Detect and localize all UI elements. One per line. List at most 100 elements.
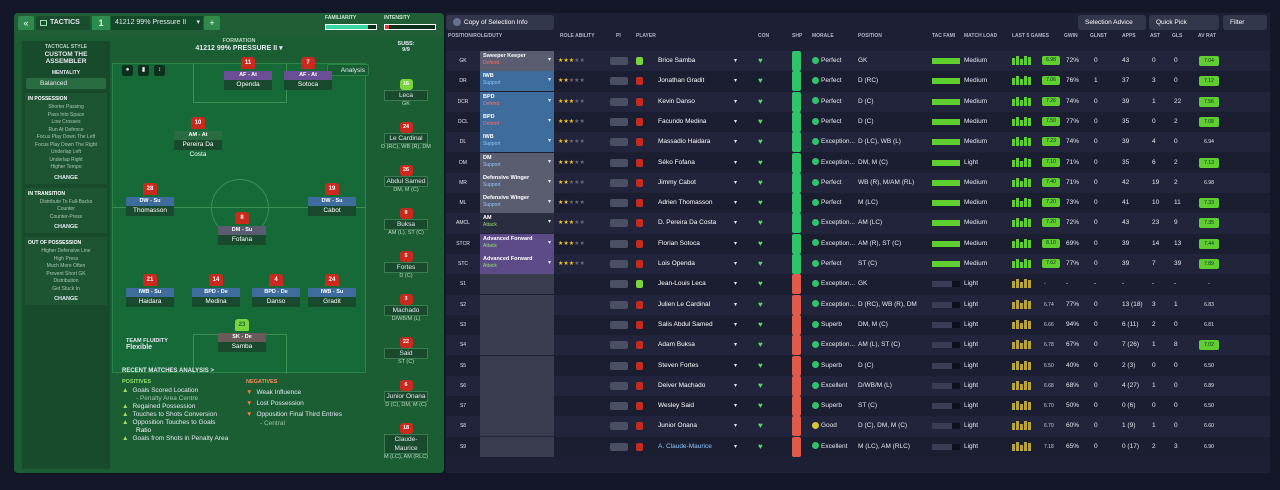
chevron-down-icon[interactable]: ▾ <box>734 58 738 64</box>
player-instructions-icon[interactable] <box>610 199 628 208</box>
player-role[interactable]: BPD - De <box>192 288 240 297</box>
column-header[interactable]: PI <box>616 33 621 39</box>
analysis-title[interactable]: RECENT MATCHES ANALYSIS > <box>122 368 214 374</box>
player-shirt[interactable]: 21 <box>143 274 157 286</box>
column-header[interactable]: LAST 5 GAMES <box>1012 33 1049 39</box>
change-button[interactable]: CHANGE <box>54 224 78 230</box>
player-name[interactable]: Kevin Danso <box>658 97 695 105</box>
player-instructions-icon[interactable] <box>610 219 628 228</box>
sub-player[interactable]: 18 Claude-Maurice M (LC), AM (RLC) <box>370 423 442 460</box>
player-name[interactable]: Jonathan Gradit <box>658 77 705 85</box>
player-role[interactable]: AF - At <box>284 71 332 80</box>
player-role[interactable]: AM - At <box>174 131 222 140</box>
player-role[interactable]: DM - Su <box>218 226 266 235</box>
player-view-icon[interactable]: ● <box>122 65 133 76</box>
role-dropdown[interactable]: IWB Support ▾ <box>480 71 554 92</box>
table-row[interactable]: S2 Julien Le Cardinal ▾ ♥ Exception... D (RC)… <box>446 294 1270 315</box>
role-dropdown[interactable]: Advanced Forward Attack ▾ <box>480 254 554 274</box>
sub-player[interactable]: 24 Le Cardinal D (RC), WB (R), DM <box>370 122 442 150</box>
table-row[interactable]: DCL BPD Defend ▾ ★★★★★ Facundo Medina ▾ ♥ Perfec… <box>446 111 1270 133</box>
player-shirt[interactable]: 4 <box>269 274 283 286</box>
player-name[interactable]: Brice Samba <box>658 57 696 64</box>
player-shirt[interactable]: 19 <box>325 183 339 195</box>
chevron-down-icon[interactable]: ▾ <box>734 261 738 267</box>
chevron-down-icon[interactable]: ▾ <box>734 281 738 288</box>
table-row[interactable]: DL IWB Support ▾ ★★★★★ Massadio Haidara ▾ ♥ Exce… <box>446 132 1270 153</box>
player-shirt[interactable]: 14 <box>209 274 223 286</box>
sub-player[interactable]: 3 Machado D/WB/M (L) <box>370 294 442 322</box>
column-header[interactable]: GLS <box>1172 33 1183 39</box>
change-button[interactable]: CHANGE <box>54 296 78 302</box>
player-name-dropdown[interactable]: Cabot <box>308 206 356 216</box>
player-role[interactable]: SK - De <box>218 333 266 342</box>
player-shirt[interactable]: 7 <box>301 57 315 69</box>
sub-player[interactable]: 26 Abdul Samed DM, M (C) <box>370 165 442 193</box>
player-name-dropdown[interactable]: Openda <box>224 80 272 90</box>
player-instructions-icon[interactable] <box>610 158 628 167</box>
add-tactic-button[interactable]: + <box>204 16 220 30</box>
player-name[interactable]: A. Claude-Maurice <box>658 442 712 450</box>
player-name[interactable]: Adrien Thomasson <box>658 199 713 207</box>
change-button[interactable]: CHANGE <box>54 174 78 181</box>
table-row[interactable]: ML Defensive Winger Support ▾ ★★★★★ Adrien Th… <box>446 193 1270 214</box>
role-dropdown[interactable]: IWB Support ▾ <box>480 132 554 153</box>
player-shirt[interactable]: 10 <box>191 117 205 129</box>
player-role[interactable]: IWB - Su <box>126 288 174 297</box>
player-instructions-icon[interactable] <box>610 77 628 86</box>
chevron-down-icon[interactable]: ▾ <box>734 179 738 186</box>
sub-player[interactable]: 6 Junior Onana D (C), DM, M (C) <box>370 380 442 408</box>
player-instructions-icon[interactable] <box>610 117 628 126</box>
chevron-down-icon[interactable]: ▾ <box>734 118 738 125</box>
table-row[interactable]: DM DM Support ▾ ★★★★★ Séko Fofana ▾ ♥ Exception.… <box>446 152 1270 173</box>
player-instructions-icon[interactable] <box>610 402 628 411</box>
role-dropdown[interactable]: Sweeper Keeper Defend ▾ <box>480 51 554 71</box>
table-row[interactable]: S1 Jean-Louis Leca ▾ ♥ Exception... GK Light - -… <box>446 274 1270 295</box>
column-header[interactable]: SHP <box>792 33 803 39</box>
player-name-dropdown[interactable]: Pereira Da Costa <box>174 140 222 158</box>
sub-player[interactable]: 16 Leca GK <box>370 79 442 107</box>
role-dropdown[interactable]: AM Attack ▾ <box>480 213 554 234</box>
tactics-tab[interactable]: TACTICS <box>36 16 90 30</box>
chevron-down-icon[interactable]: ▾ <box>734 98 738 105</box>
chevron-down-icon[interactable]: ▾ <box>734 78 738 85</box>
table-row[interactable]: DR IWB Support ▾ ★★★★★ Jonathan Gradit ▾ ♥ Perfe… <box>446 71 1270 92</box>
column-header[interactable]: MATCH LOAD <box>964 33 998 39</box>
chevron-down-icon[interactable]: ▾ <box>734 382 738 389</box>
analysis-button[interactable]: Analysis <box>327 64 369 76</box>
depth-view-icon[interactable]: ↕ <box>154 65 165 76</box>
player-name[interactable]: Massadio Haidara <box>658 138 711 146</box>
table-row[interactable]: GK Sweeper Keeper Defend ▾ ★★★★★ Brice Samba ▾… <box>446 51 1270 72</box>
player-instructions-icon[interactable] <box>610 341 628 350</box>
player-name-dropdown[interactable]: Danso <box>252 297 300 307</box>
column-header[interactable]: AST <box>1150 33 1160 39</box>
mentality-dropdown[interactable]: Balanced <box>26 78 106 89</box>
player-name[interactable]: Séko Fofana <box>658 158 695 166</box>
tactic-slot-number[interactable]: 1 <box>92 16 110 30</box>
player-instructions-icon[interactable] <box>610 178 628 187</box>
column-header[interactable]: TAC FAMI <box>932 33 956 39</box>
chevron-down-icon[interactable]: ▾ <box>734 342 738 349</box>
role-dropdown[interactable]: Defensive Winger Support ▾ <box>480 172 554 193</box>
player-instructions-icon[interactable] <box>610 239 628 248</box>
role-dropdown[interactable]: BPD Defend ▾ <box>480 111 554 132</box>
column-header[interactable]: PLAYER <box>636 33 656 39</box>
player-instructions-icon[interactable] <box>610 361 628 370</box>
player-name[interactable]: D. Pereira Da Costa <box>658 219 717 227</box>
player-shirt[interactable]: 11 <box>241 57 255 69</box>
table-row[interactable]: MR Defensive Winger Support ▾ ★★★★★ Jimmy Cab… <box>446 172 1270 194</box>
table-row[interactable]: S3 Salis Abdul Samed ▾ ♥ Superb DM, M (C) Ligh… <box>446 314 1270 336</box>
table-row[interactable]: STC Advanced Forward Attack ▾ ★★★★★ Lois Open… <box>446 254 1270 275</box>
table-row[interactable]: S9 A. Claude-Maurice ▾ ♥ Excellent M (LC), AM… <box>446 436 1270 457</box>
player-name-dropdown[interactable]: Sotoca <box>284 80 332 90</box>
player-instructions-icon[interactable] <box>610 422 628 431</box>
chevron-down-icon[interactable]: ▾ <box>734 443 738 450</box>
chevron-down-icon[interactable]: ▾ <box>734 159 738 166</box>
player-name[interactable]: Jean-Louis Leca <box>658 280 706 288</box>
chevron-down-icon[interactable]: ▾ <box>734 301 738 308</box>
column-header[interactable]: CON <box>758 33 770 39</box>
column-header[interactable]: POSITION <box>858 33 882 39</box>
player-shirt[interactable]: 28 <box>143 183 157 195</box>
table-row[interactable]: AMCL AM Attack ▾ ★★★★★ D. Pereira Da Costa ▾ ♥ E… <box>446 213 1270 234</box>
column-header[interactable]: APPS <box>1122 33 1136 39</box>
player-role[interactable]: IWB - Su <box>308 288 356 297</box>
